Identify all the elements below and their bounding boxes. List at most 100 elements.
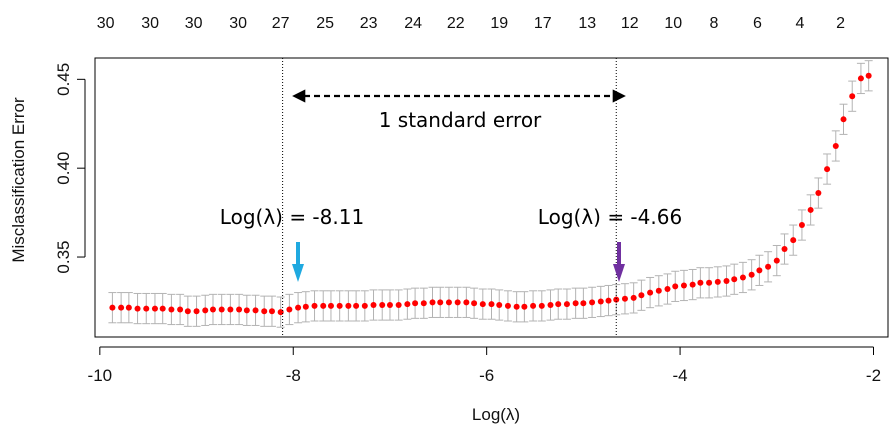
data-point (345, 302, 352, 309)
data-point (370, 302, 377, 309)
data-point (327, 302, 334, 309)
data-point (790, 237, 797, 244)
data-point (504, 302, 511, 309)
x-axis-title: Log(λ) (472, 405, 520, 424)
data-point (521, 303, 528, 310)
data-point (125, 304, 132, 311)
top-axis-label: 24 (404, 15, 422, 32)
data-point (412, 300, 419, 307)
data-point (361, 302, 368, 309)
top-axis-label: 22 (447, 15, 465, 32)
right-lambda-label: Log(λ) = -4.66 (538, 205, 682, 229)
data-point (547, 302, 554, 309)
data-point (723, 278, 730, 285)
data-point (177, 306, 184, 313)
data-point (268, 308, 275, 315)
top-axis-label: 13 (578, 15, 596, 32)
data-point (386, 302, 393, 309)
data-point (168, 306, 175, 313)
data-point (589, 299, 596, 306)
x-tick-label: -2 (866, 366, 881, 385)
data-point (530, 302, 537, 309)
data-point (689, 281, 696, 288)
data-point (621, 295, 628, 302)
y-axis-title: Misclassification Error (9, 97, 28, 263)
data-point (513, 303, 520, 310)
top-axis-label: 2 (836, 15, 845, 32)
data-point (109, 304, 116, 311)
data-point (445, 299, 452, 306)
data-point (630, 294, 637, 301)
top-axis-label: 25 (316, 15, 334, 32)
data-point (773, 257, 780, 264)
data-point (672, 283, 679, 290)
data-point (739, 274, 746, 281)
data-point (236, 306, 243, 313)
data-point (555, 301, 562, 308)
data-point (118, 304, 125, 311)
data-point (857, 75, 864, 82)
top-axis-label: 4 (796, 15, 805, 32)
left-lambda-label: Log(λ) = -8.11 (220, 205, 364, 229)
top-axis-label: 17 (534, 15, 552, 32)
left-lambda-arrow (292, 242, 304, 282)
data-point (395, 302, 402, 309)
top-axis-label: 30 (185, 15, 203, 32)
data-point (664, 286, 671, 293)
data-point (202, 307, 209, 314)
data-point (849, 93, 856, 100)
data-point (815, 190, 822, 197)
data-point (134, 305, 141, 312)
data-point (832, 142, 839, 149)
data-point (781, 246, 788, 253)
data-point (429, 299, 436, 306)
data-point (798, 222, 805, 229)
data-point (613, 296, 620, 303)
data-point (218, 306, 225, 313)
data-point (597, 298, 604, 305)
data-point (184, 308, 191, 315)
data-point (748, 271, 755, 278)
data-point (765, 263, 772, 270)
data-point (151, 305, 158, 312)
y-tick-label: 0.45 (54, 63, 73, 96)
x-tick-label: -6 (479, 366, 494, 385)
data-point (420, 300, 427, 307)
data-point (731, 276, 738, 283)
top-axis-label: 8 (709, 15, 718, 32)
data-point (286, 306, 293, 313)
top-axis-label: 12 (621, 15, 639, 32)
data-point (471, 300, 478, 307)
data-point (655, 287, 662, 294)
top-axis-label: 27 (272, 15, 290, 32)
errorbar-group (108, 60, 873, 328)
y-tick-label: 0.40 (54, 152, 73, 185)
data-point (143, 305, 150, 312)
data-point (706, 279, 713, 286)
data-point (756, 267, 763, 274)
y-tick-label: 0.35 (54, 240, 73, 273)
data-point (252, 307, 259, 314)
data-point (840, 116, 847, 123)
top-axis-label: 30 (141, 15, 159, 32)
data-point (454, 299, 461, 306)
plot-frame (94, 57, 889, 338)
data-point (336, 302, 343, 309)
data-point (563, 301, 570, 308)
data-point (311, 302, 318, 309)
top-axis-label: 10 (664, 15, 682, 32)
top-axis-label: 19 (490, 15, 508, 32)
data-point (261, 308, 268, 315)
data-point (714, 278, 721, 285)
data-point (697, 279, 704, 286)
data-point (193, 308, 200, 315)
top-axis-label: 6 (753, 15, 762, 32)
top-axis-label: 30 (97, 15, 115, 32)
right-lambda-arrow (613, 242, 625, 282)
x-axis: -10 -8 -6 -4 -2 (88, 346, 881, 385)
points-group (109, 72, 872, 316)
data-point (227, 306, 234, 313)
data-point (824, 166, 831, 173)
standard-error-label: 1 standard error (379, 108, 542, 132)
data-point (379, 302, 386, 309)
